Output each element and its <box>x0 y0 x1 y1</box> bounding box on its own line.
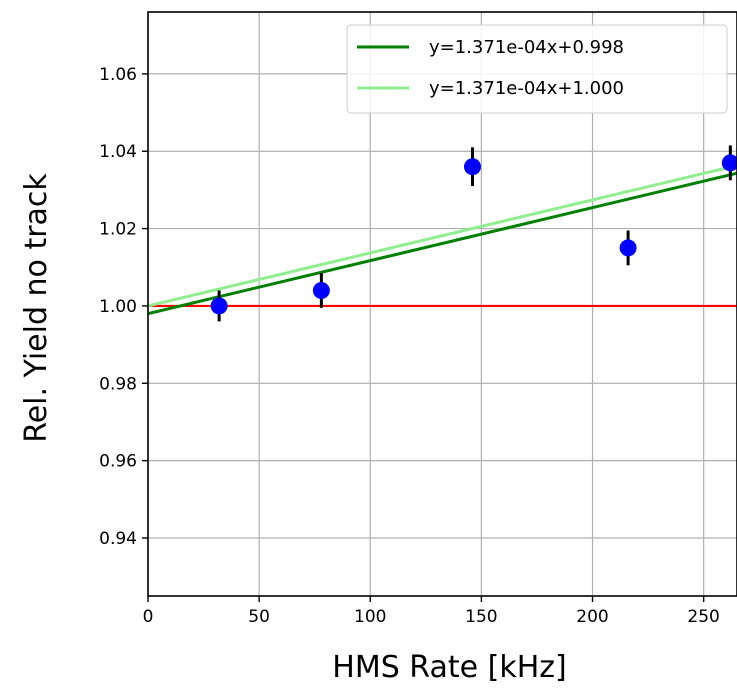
legend-label: y=1.371e-04x+1.000 <box>429 78 624 99</box>
x-tick-label: 150 <box>465 607 497 627</box>
fit-line <box>148 163 737 308</box>
y-tick-label: 1.00 <box>99 297 137 317</box>
x-tick-label: 200 <box>576 607 608 627</box>
data-points-group <box>210 145 737 322</box>
y-tick-label: 1.06 <box>99 65 137 85</box>
y-tick-label: 0.98 <box>99 374 137 394</box>
legend-box <box>346 24 728 114</box>
x-tick-label: 250 <box>687 607 719 627</box>
x-tick-label: 50 <box>248 607 270 627</box>
x-tick-label: 100 <box>354 607 386 627</box>
x-axis-label: HMS Rate [kHz] <box>332 650 566 685</box>
data-point <box>464 158 482 176</box>
fit-line <box>148 171 737 316</box>
data-point <box>312 281 330 299</box>
y-tick-label: 0.94 <box>99 529 137 549</box>
legend: y=1.371e-04x+0.998 y=1.371e-04x+1.000 <box>346 24 728 114</box>
fit-lines-group <box>148 163 737 316</box>
y-tick-label: 0.96 <box>99 452 137 472</box>
y-axis-ticks: 0.94 0.96 0.98 1.00 1.02 1.04 1.06 <box>99 65 148 549</box>
data-point <box>619 239 637 257</box>
y-axis-label: Rel. Yield no track <box>19 173 54 443</box>
data-point <box>721 154 737 172</box>
data-point <box>210 297 228 315</box>
y-tick-label: 1.04 <box>99 142 137 162</box>
plot-frame <box>147 11 737 597</box>
x-axis-ticks: 0 50 100 150 200 250 <box>143 596 720 627</box>
x-tick-label: 0 <box>143 607 154 627</box>
legend-label: y=1.371e-04x+0.998 <box>429 37 624 58</box>
y-tick-label: 1.02 <box>99 220 137 240</box>
